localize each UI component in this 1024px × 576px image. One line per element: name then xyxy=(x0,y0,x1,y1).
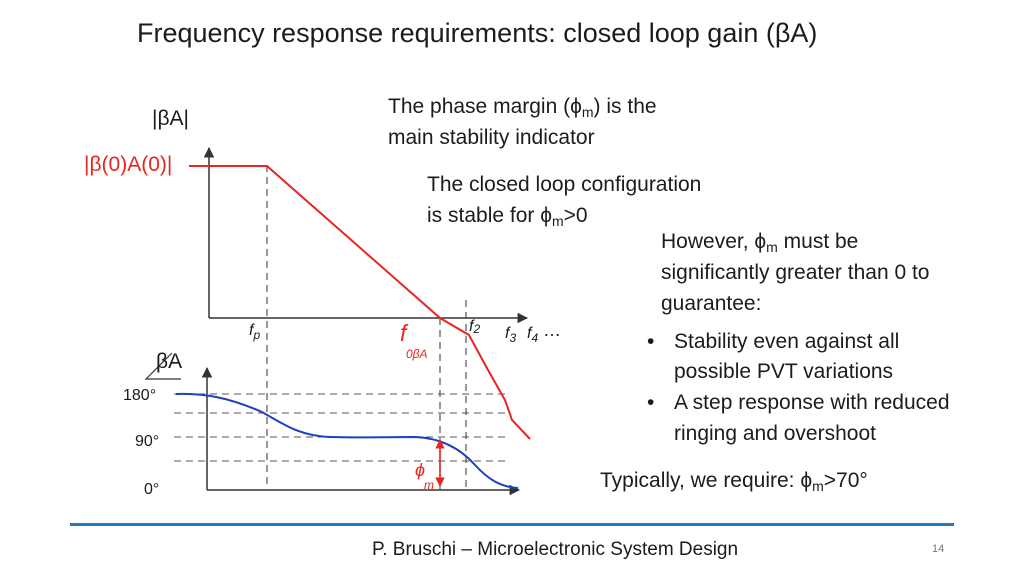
phase-margin-note-line1: The phase margin (ϕm) is the xyxy=(388,95,657,120)
footer-text: P. Bruschi – Microelectronic System Desi… xyxy=(372,539,739,560)
freq-label-f3: f3 xyxy=(505,325,517,345)
magnitude-curve xyxy=(189,165,531,440)
however-note-line3: guarantee: xyxy=(661,292,762,315)
angle-symbol xyxy=(144,352,181,380)
freq-label-f2: f2 xyxy=(469,318,481,336)
however-note-line2: significantly greater than 0 to xyxy=(661,261,930,284)
freq-label-f4: f4 xyxy=(527,325,539,345)
phase-margin-note-line2: main stability indicator xyxy=(388,126,595,149)
freq-label-f0-main: f xyxy=(400,320,407,346)
bullet-2-line2: ringing and overshoot xyxy=(674,422,876,445)
phase-tick-180: 180° xyxy=(123,387,157,404)
dc-gain-label: |β(0)A(0)| xyxy=(84,153,173,176)
bullet-2-marker: • xyxy=(647,391,655,414)
footer-divider xyxy=(70,523,954,526)
freq-label-ellipsis: … xyxy=(543,320,561,340)
freq-label-f0-sub: 0βA xyxy=(406,347,428,361)
stable-note-line1: The closed loop configuration xyxy=(427,173,702,196)
magnitude-axis-label: |βA| xyxy=(152,107,189,130)
phase-tick-0: 0° xyxy=(144,481,160,498)
phase-tick-90: 90° xyxy=(135,433,160,450)
phase-axis-label: βA xyxy=(156,350,183,373)
bullet-1-line2: possible PVT variations xyxy=(674,360,894,383)
freq-label-fp: fp xyxy=(249,322,261,342)
bullet-1-marker: • xyxy=(647,330,655,353)
phase-margin-sub: m xyxy=(424,478,434,492)
requirement-note: Typically, we require: ϕm>70° xyxy=(600,469,868,494)
stable-note-line2: is stable for ϕm>0 xyxy=(427,204,588,229)
bullet-1-line1: Stability even against all xyxy=(674,330,900,353)
bullet-2-line1: A step response with reduced xyxy=(674,391,950,414)
phase-curve xyxy=(175,392,519,489)
page-number: 14 xyxy=(932,543,945,555)
slide-title: Frequency response requirements: closed … xyxy=(137,18,818,48)
however-note-line1: However, ϕm must be xyxy=(661,230,859,255)
phase-margin-symbol: ϕ xyxy=(415,460,426,480)
